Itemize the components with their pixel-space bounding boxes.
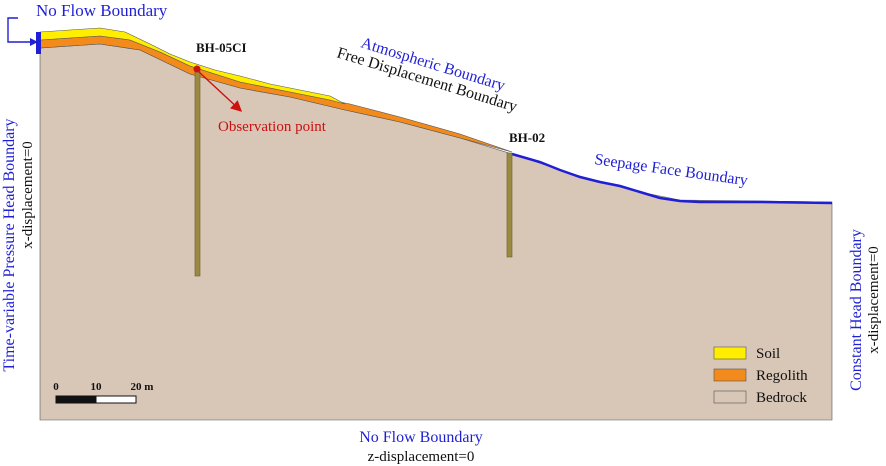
scale-tick-20m: 20 m	[131, 381, 154, 393]
observation-point-label: Observation point	[218, 119, 327, 135]
no-flow-arrowhead	[30, 38, 38, 46]
left-boundary-marker	[36, 32, 41, 54]
legend: Soil Regolith Bedrock	[713, 346, 808, 406]
observation-arrow	[198, 71, 243, 112]
borehole-bh05ci	[194, 67, 201, 277]
left-x-displacement-label: x-displacement=0	[20, 141, 36, 249]
no-flow-boundary-top-label: No Flow Boundary	[36, 1, 168, 20]
right-x-displacement-label: x-displacement=0	[866, 246, 882, 354]
bedrock-layer	[39, 43, 833, 421]
legend-label-regolith: Regolith	[756, 368, 808, 384]
legend-swatch-soil	[713, 346, 747, 360]
borehole-bh02	[506, 152, 513, 258]
no-flow-leader-line	[7, 17, 32, 43]
scale-tick-10: 10	[91, 381, 103, 393]
no-flow-boundary-bottom-label: No Flow Boundary	[359, 429, 483, 446]
soil-layer	[39, 27, 346, 105]
scale-tick-0: 0	[53, 381, 59, 393]
legend-label-bedrock: Bedrock	[756, 390, 807, 406]
scale-bar: 0 10 20 m	[53, 381, 154, 404]
seepage-face-boundary-label: Seepage Face Boundary	[593, 151, 748, 189]
observation-point-marker	[193, 65, 201, 73]
constant-head-boundary-label: Constant Head Boundary	[848, 229, 865, 391]
bh02-label: BH-02	[509, 130, 545, 145]
bh05ci-label: BH-05CI	[196, 40, 247, 55]
legend-label-soil: Soil	[756, 346, 780, 362]
time-variable-pressure-head-label: Time-variable Pressure Head Boundary	[1, 118, 18, 371]
legend-swatch-regolith	[713, 368, 747, 382]
legend-swatch-bedrock	[713, 390, 747, 404]
seepage-face-line	[511, 152, 833, 205]
z-displacement-label: z-displacement=0	[368, 449, 475, 465]
